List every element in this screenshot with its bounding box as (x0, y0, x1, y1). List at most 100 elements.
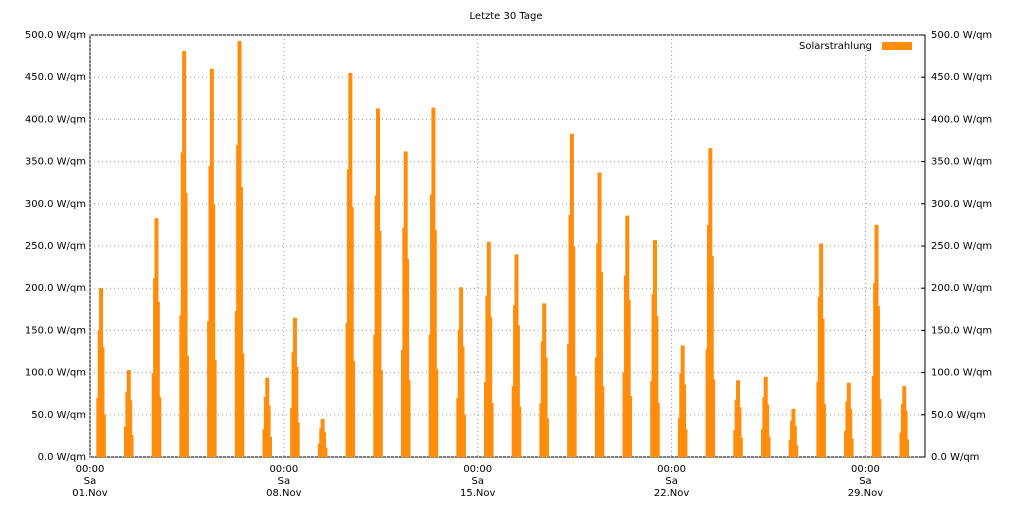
bar (268, 436, 273, 457)
y2-tick-label: 200.0 W/qm (931, 283, 992, 294)
bar (432, 229, 437, 457)
bar (544, 418, 549, 457)
bar (129, 435, 134, 457)
bar (460, 346, 465, 457)
bar (489, 402, 494, 457)
bar (517, 406, 522, 457)
bar (405, 258, 410, 457)
bar (655, 402, 660, 457)
bar (349, 207, 354, 457)
x-tick-label: 00:00 (657, 464, 686, 475)
bar (157, 397, 162, 457)
bar (654, 316, 659, 457)
bar (682, 384, 687, 457)
bar (377, 230, 382, 457)
bar (155, 301, 160, 457)
bar (903, 410, 908, 457)
bar (212, 359, 217, 457)
bar (294, 366, 299, 457)
bar (211, 204, 216, 457)
bar (100, 347, 105, 457)
bar (737, 407, 742, 457)
x-tick-label: 22.Nov (654, 488, 690, 499)
y-tick-label: 300.0 W/qm (25, 199, 86, 210)
y2-tick-label: 100.0 W/qm (931, 368, 992, 379)
bar (322, 432, 327, 457)
bar (295, 422, 300, 457)
x-tick-label: Sa (859, 476, 871, 487)
x-tick-label: Sa (665, 476, 677, 487)
x-tick-label: 01.Nov (72, 488, 108, 499)
y-tick-label: 50.0 W/qm (31, 410, 86, 421)
bar (765, 404, 770, 457)
x-tick-label: Sa (278, 476, 290, 487)
bar (849, 438, 854, 457)
bar (904, 439, 909, 457)
bar (434, 369, 439, 457)
y-tick-label: 350.0 W/qm (25, 157, 86, 168)
bar (794, 445, 799, 457)
bar (792, 425, 797, 457)
bar (820, 318, 825, 457)
x-tick-label: 00:00 (76, 464, 105, 475)
y2-tick-label: 50.0 W/qm (931, 410, 986, 421)
y-tick-label: 500.0 W/qm (25, 30, 86, 41)
chart-title: Letzte 30 Tage (470, 11, 543, 22)
bar (628, 396, 633, 457)
x-tick-label: Sa (84, 476, 96, 487)
y2-tick-label: 450.0 W/qm (931, 72, 992, 83)
x-tick-label: 29.Nov (848, 488, 884, 499)
y-tick-label: 250.0 W/qm (25, 241, 86, 252)
y-tick-label: 450.0 W/qm (25, 72, 86, 83)
y-tick-label: 200.0 W/qm (25, 283, 86, 294)
y-tick-label: 0.0 W/qm (38, 452, 86, 463)
bar (238, 186, 243, 458)
bar (821, 403, 826, 457)
bar (766, 436, 771, 457)
bar (240, 353, 245, 457)
x-tick-label: 00:00 (463, 464, 492, 475)
bar (683, 429, 688, 457)
bar (711, 379, 716, 457)
bar (461, 414, 466, 457)
bar (543, 357, 548, 457)
x-tick-label: 15.Nov (460, 488, 496, 499)
bar (571, 246, 576, 457)
bar (626, 300, 631, 457)
x-tick-label: 08.Nov (266, 488, 302, 499)
y2-tick-label: 150.0 W/qm (931, 325, 992, 336)
legend-swatch (882, 42, 912, 50)
bar (406, 380, 411, 457)
bar (515, 325, 520, 457)
y-tick-label: 100.0 W/qm (25, 368, 86, 379)
bar (378, 370, 383, 457)
bar (848, 408, 853, 457)
bar (709, 256, 714, 457)
y2-tick-label: 0.0 W/qm (931, 452, 979, 463)
bar (266, 405, 271, 457)
bar (598, 272, 603, 457)
bar (183, 192, 188, 457)
y2-tick-label: 300.0 W/qm (931, 199, 992, 210)
bar (323, 447, 328, 457)
y2-tick-label: 400.0 W/qm (931, 114, 992, 125)
x-tick-label: 00:00 (851, 464, 880, 475)
bar (875, 305, 880, 457)
y2-tick-label: 500.0 W/qm (931, 30, 992, 41)
x-tick-label: Sa (471, 476, 483, 487)
bar (600, 386, 605, 457)
bar (101, 414, 106, 457)
bar (351, 360, 356, 457)
bar (128, 400, 133, 457)
bar (184, 355, 189, 457)
y-tick-label: 150.0 W/qm (25, 325, 86, 336)
y2-tick-label: 250.0 W/qm (931, 241, 992, 252)
legend-label: Solarstrahlung (799, 41, 872, 52)
x-tick-label: 00:00 (269, 464, 298, 475)
bar (738, 437, 743, 457)
y2-tick-label: 350.0 W/qm (931, 157, 992, 168)
y-tick-label: 400.0 W/qm (25, 114, 86, 125)
bar (488, 316, 493, 457)
bar (877, 398, 882, 457)
